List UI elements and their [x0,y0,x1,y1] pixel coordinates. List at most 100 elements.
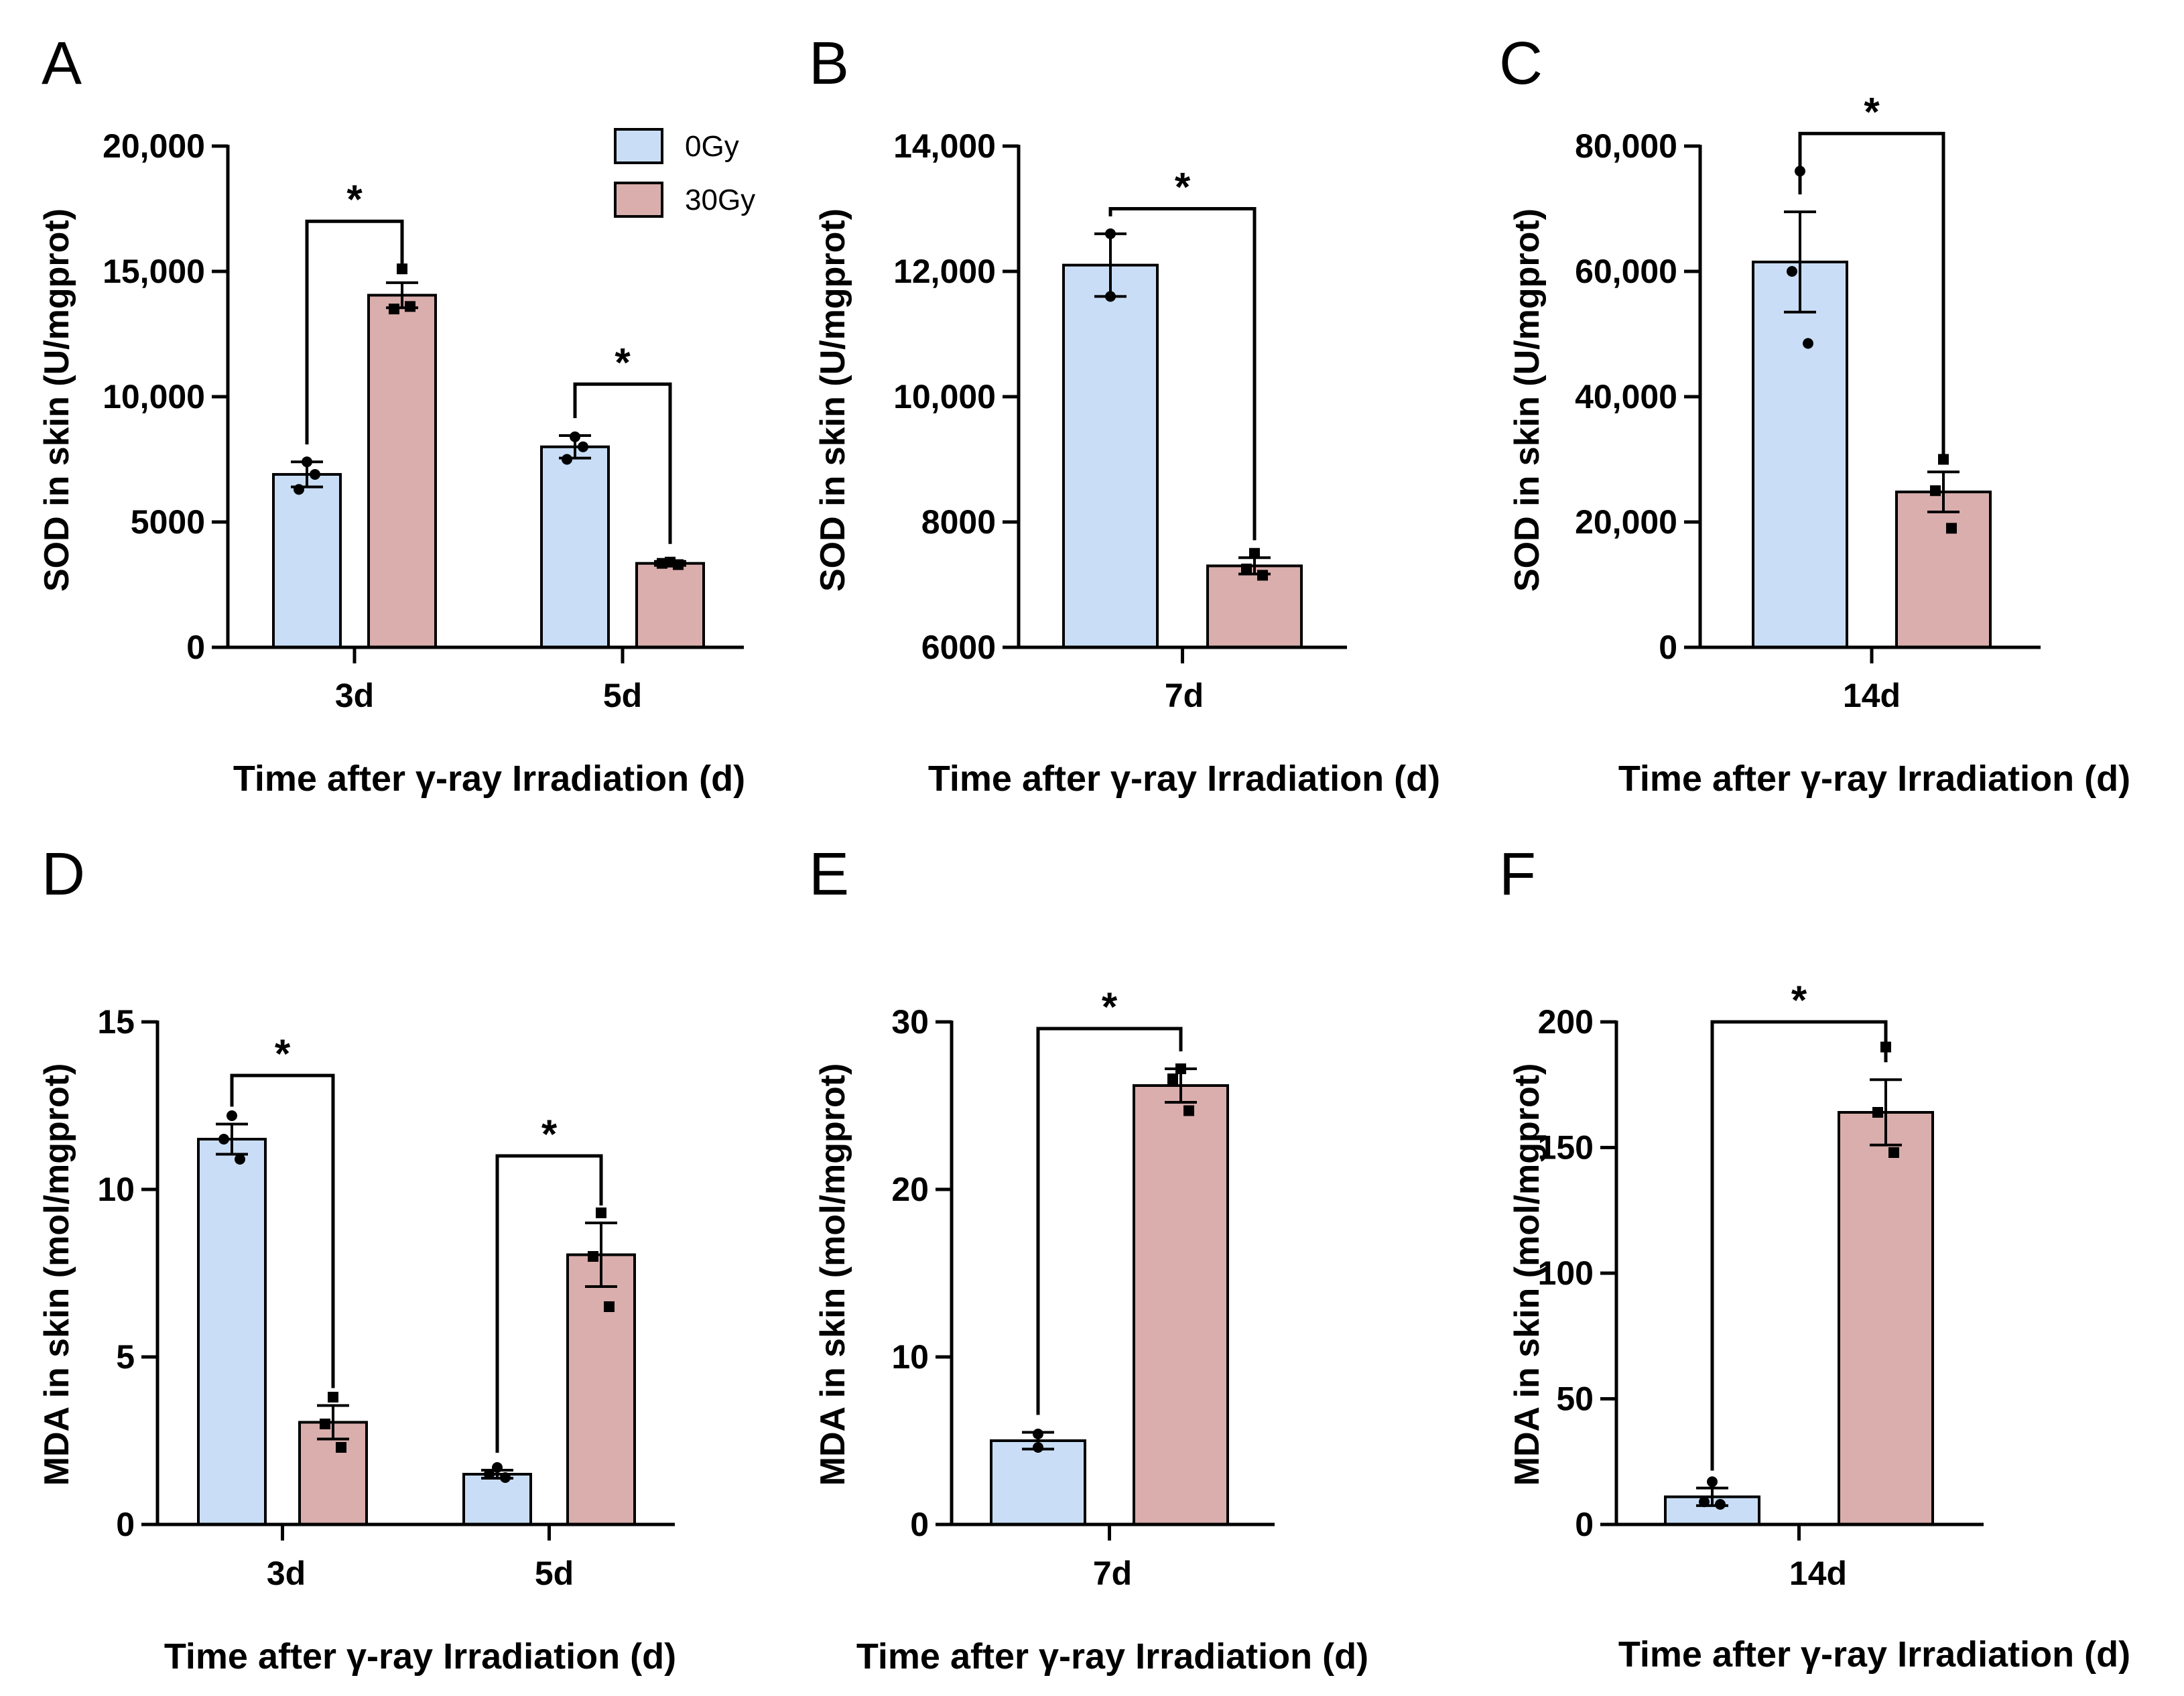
significance-bracket-p1-3d [305,219,404,445]
bar-p4-0gy-3d [197,1138,267,1526]
bar-p3-30gy-14d [1895,491,1992,649]
bar-p3-0gy-14d [1752,260,1848,649]
y-tick-label-p3-0: 0 [1659,629,1677,666]
data-point-p4-30gy-3d-3 [336,1442,346,1453]
panel-letter-a: A [42,30,82,97]
data-point-p6-0gy-14d-1 [1707,1476,1718,1488]
y-tick-label-p6-3: 150 [1538,1129,1594,1167]
data-point-p1-0gy-5d-2 [562,454,572,465]
data-point-p6-30gy-14d-3 [1888,1147,1899,1158]
data-point-p1-30gy-3d-2 [389,304,399,315]
data-point-p2-0gy-7d-2 [1105,291,1116,302]
y-tick-label-p4-3: 15 [97,1003,135,1041]
y-axis-title-b: SOD in skin (U/mgprot) [814,208,852,592]
y-tick-label-p4-2: 10 [97,1171,135,1208]
legend: 0Gy 30Gy [614,128,755,218]
significance-bracket-p5-7d [1036,1027,1183,1415]
plot-e: * 0 10 20 30 [891,984,1275,1543]
x-tick-label-d-5d: 5d [535,1555,574,1592]
bar-p2-30gy-7d [1206,564,1303,649]
plot-b: * 6000 8000 10,000 12,000 14,000 [893,127,1347,666]
data-point-p6-30gy-14d-2 [1872,1107,1883,1118]
data-point-p5-30gy-7d-2 [1167,1073,1178,1084]
panel-b: B * 6000 8000 10,000 12,000 14,000 SOD in ski… [809,30,1440,799]
y-tick-label-p3-2: 40,000 [1575,378,1677,415]
y-tick-label-p1-1: 5000 [131,503,205,541]
y-tick-label-p6-4: 200 [1538,1003,1594,1041]
plot-c: * 0 20,000 40,000 60,000 80,000 [1575,89,2041,666]
x-tick-label-d-3d: 3d [267,1555,306,1592]
data-point-p5-0gy-7d-1 [1033,1429,1043,1439]
data-point-p4-0gy-5d-2 [484,1469,495,1480]
data-point-p2-30gy-7d-1 [1249,547,1260,559]
y-axis-title-d: MDA in skin (mol/mgprot) [38,1063,76,1486]
y-axis-title-c: SOD in skin (U/mgprot) [1508,208,1547,592]
data-point-p1-0gy-3d-1 [302,456,312,468]
y-tick-label-p3-3: 60,000 [1575,253,1677,290]
y-tick-label-p2-0: 6000 [921,629,996,666]
panel-f: F * 0 50 100 150 200 MDA in skin (mol/mgprot)… [1499,841,2130,1675]
y-tick-label-p2-1: 8000 [921,503,996,541]
data-point-p1-30gy-3d-3 [405,301,415,312]
panel-e: E * 0 10 20 30 MDA in skin (mol/mgprot) 7d T… [809,841,1368,1677]
panel-letter-d: D [42,841,85,908]
data-point-p4-0gy-5d-3 [500,1472,511,1483]
data-point-p3-0gy-14d-3 [1803,338,1813,349]
bar-p1-0gy-5d [540,445,610,649]
y-tick-label-p1-2: 10,000 [103,378,205,415]
significance-star-p1-5d: * [615,340,631,385]
plot-d: * * 0 5 10 15 [97,1003,675,1543]
significance-bracket-p4-5d [495,1154,603,1453]
data-point-p4-30gy-3d-2 [320,1419,330,1429]
bar-p1-30gy-3d [367,293,437,649]
significance-star-p4-3d: * [275,1031,291,1076]
bar-p1-0gy-3d [272,472,342,649]
y-tick-label-p4-1: 5 [116,1338,135,1376]
data-point-p4-0gy-3d-2 [218,1134,229,1145]
panel-c: C * 0 20,000 40,000 60,000 80,000 SOD in skin… [1499,30,2130,799]
data-point-p3-30gy-14d-1 [1938,454,1949,465]
data-point-p1-30gy-5d-2 [657,558,667,569]
x-tick-label-e-7d: 7d [1093,1555,1132,1592]
significance-bracket-p4-3d [230,1073,335,1388]
x-tick-label-a-5d: 5d [603,677,642,714]
significance-star-p5-7d: * [1102,984,1118,1029]
panel-letter-e: E [809,841,849,908]
y-axis-title-f: MDA in skin (mol/mgprot) [1508,1063,1547,1486]
y-tick-label-p1-0: 0 [186,629,205,666]
data-point-p1-0gy-3d-3 [310,468,320,480]
data-point-p4-30gy-3d-1 [328,1392,338,1403]
data-point-p1-30gy-5d-3 [673,559,684,570]
significance-star-p2-7d: * [1175,165,1191,210]
plot-a: * * 0 5000 10,000 15,000 20,000 [103,127,744,666]
data-point-p2-30gy-7d-2 [1241,564,1252,575]
y-tick-label-p3-1: 20,000 [1575,503,1677,541]
y-tick-label-p2-3: 12,000 [893,253,996,290]
significance-star-p3-14d: * [1864,89,1880,134]
data-point-p3-0gy-14d-2 [1787,266,1797,277]
plot-f: * 0 50 100 150 200 [1538,978,1984,1543]
data-point-p4-30gy-5d-2 [588,1251,598,1262]
bar-p6-30gy-14d [1838,1111,1934,1526]
legend-label-30gy: 30Gy [685,184,755,216]
data-point-p3-30gy-14d-3 [1946,523,1957,534]
y-axis-title-a: SOD in skin (U/mgprot) [38,208,76,592]
significance-bracket-p2-7d [1108,207,1257,541]
panel-letter-b: B [809,30,849,97]
legend-label-0gy: 0Gy [685,130,739,163]
bar-p2-0gy-7d [1062,263,1159,649]
significance-bracket-p3-14d [1798,131,1945,455]
y-tick-label-p5-2: 20 [891,1171,929,1208]
x-axis-title-b: Time after γ-ray Irradiation (d) [928,759,1440,799]
x-axis-title-e: Time after γ-ray Irradiation (d) [856,1636,1368,1677]
data-point-p6-0gy-14d-2 [1699,1496,1710,1508]
y-tick-label-p6-0: 0 [1575,1506,1594,1543]
panel-letter-f: F [1499,841,1536,908]
y-tick-label-p6-2: 100 [1538,1254,1594,1292]
data-point-p4-0gy-3d-3 [235,1154,245,1165]
x-tick-label-a-3d: 3d [335,677,374,714]
x-tick-label-f-14d: 14d [1789,1555,1847,1592]
data-point-p6-0gy-14d-3 [1715,1499,1726,1510]
y-tick-label-p2-4: 14,000 [893,127,996,165]
